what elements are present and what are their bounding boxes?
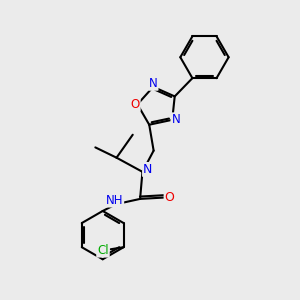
Text: N: N <box>149 77 158 90</box>
Text: O: O <box>130 98 140 111</box>
Text: N: N <box>143 163 152 176</box>
Text: NH: NH <box>106 194 123 207</box>
Text: O: O <box>165 191 175 204</box>
Text: N: N <box>171 113 180 126</box>
Text: Cl: Cl <box>97 244 109 256</box>
